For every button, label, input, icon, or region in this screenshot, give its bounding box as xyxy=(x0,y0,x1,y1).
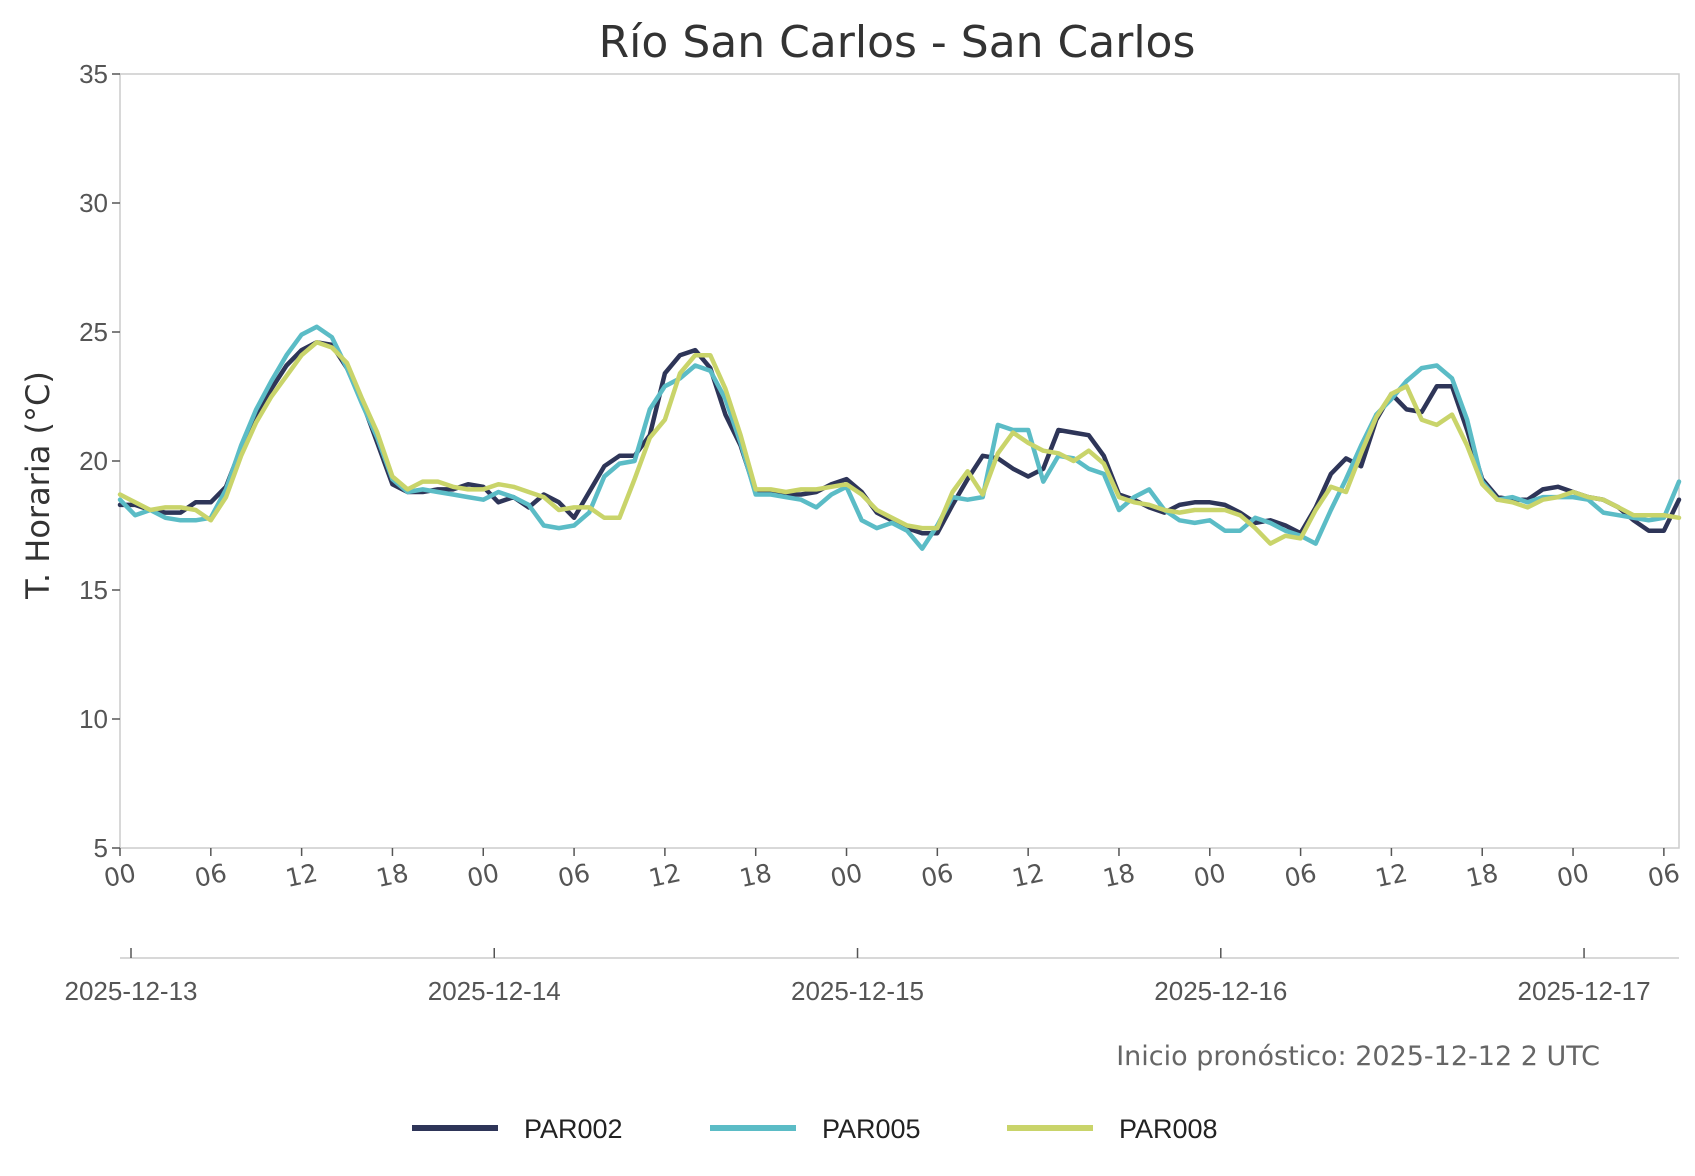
x-hour-tick-label: 00 xyxy=(101,858,138,893)
y-tick-label: 5 xyxy=(94,833,108,863)
date-tick-label: 2025-12-13 xyxy=(65,976,198,1006)
y-tick-label: 35 xyxy=(79,59,108,89)
x-hour-tick-label: 18 xyxy=(374,858,411,893)
y-tick-label: 25 xyxy=(79,317,108,347)
x-hour-tick-label: 06 xyxy=(1645,858,1682,893)
legend-label-par008: PAR008 xyxy=(1119,1114,1218,1144)
y-axis-label: T. Horaria (°C) xyxy=(19,371,57,600)
x-hour-tick-label: 12 xyxy=(283,858,320,893)
x-hour-tick-label: 12 xyxy=(1373,858,1410,893)
date-tick-label: 2025-12-15 xyxy=(791,976,924,1006)
legend-label-par005: PAR005 xyxy=(822,1114,921,1144)
x-hour-tick-label: 00 xyxy=(1554,858,1591,893)
chart-title: Río San Carlos - San Carlos xyxy=(599,17,1196,68)
y-tick-label: 10 xyxy=(79,704,108,734)
x-axis-dates: 2025-12-13 2025-12-14 2025-12-15 2025-12-16… xyxy=(65,948,1679,1006)
x-hour-tick-label: 00 xyxy=(465,858,502,893)
series-lines xyxy=(117,324,1682,551)
series-line-par005 xyxy=(117,324,1682,551)
x-hour-tick-label: 18 xyxy=(1100,858,1137,893)
x-hour-tick-label: 06 xyxy=(192,858,229,893)
date-tick-label: 2025-12-14 xyxy=(428,976,561,1006)
x-hour-tick-label: 06 xyxy=(555,858,592,893)
y-tick-label: 30 xyxy=(79,188,108,218)
x-hour-tick-label: 18 xyxy=(1464,858,1501,893)
date-tick-label: 2025-12-16 xyxy=(1154,976,1287,1006)
legend: PAR002 PAR005 PAR008 xyxy=(412,1114,1218,1144)
y-tick-label: 15 xyxy=(79,575,108,605)
x-hour-tick-label: 00 xyxy=(1191,858,1228,893)
plot-area xyxy=(119,73,1680,849)
x-hour-tick-label: 12 xyxy=(1009,858,1046,893)
x-hour-tick-label: 06 xyxy=(1282,858,1319,893)
x-axis-hours: 00 06 12 18 00 06 12 18 00 06 12 18 00 06 12 18 00 06 xyxy=(101,848,1682,893)
plot-frame xyxy=(119,73,1680,849)
series-line-par008 xyxy=(117,340,1682,546)
forecast-start-note: Inicio pronóstico: 2025-12-12 2 UTC xyxy=(1116,1041,1600,1072)
x-hour-tick-label: 00 xyxy=(828,858,865,893)
x-hour-tick-label: 12 xyxy=(646,858,683,893)
y-axis: 5 10 15 20 25 30 35 xyxy=(79,59,120,863)
x-hour-tick-label: 18 xyxy=(737,858,774,893)
y-tick-label: 20 xyxy=(79,446,108,476)
legend-label-par002: PAR002 xyxy=(524,1114,623,1144)
x-hour-tick-label: 06 xyxy=(919,858,956,893)
date-tick-label: 2025-12-17 xyxy=(1518,976,1651,1006)
